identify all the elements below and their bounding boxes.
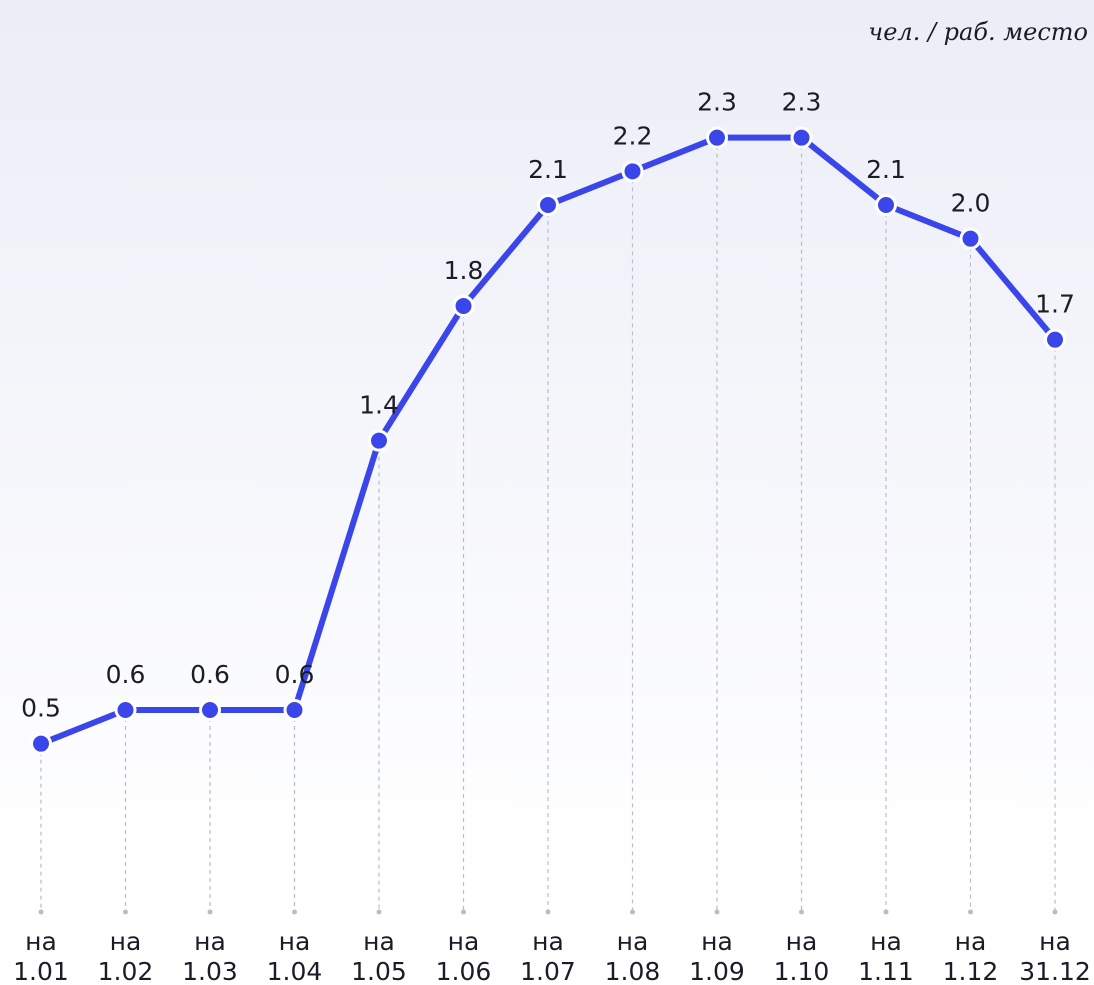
point <box>452 295 475 317</box>
point <box>537 194 559 216</box>
axis-dot <box>376 909 382 915</box>
value-label: 0.6 <box>190 660 230 689</box>
value-label: 0.6 <box>275 660 315 689</box>
x-tick-label: 1.09 <box>689 957 745 985</box>
x-tick-label: на <box>955 927 987 956</box>
x-tick-label: на <box>870 927 902 956</box>
point <box>199 699 221 721</box>
x-tick-label: на <box>617 927 649 956</box>
point <box>790 126 813 149</box>
axis-dot <box>799 909 804 915</box>
x-tick-label: 1.08 <box>605 957 661 985</box>
value-label: 0.5 <box>21 694 61 723</box>
point <box>1044 328 1066 351</box>
axis-dot <box>714 909 720 915</box>
value-label: 2.1 <box>866 155 906 184</box>
x-tick-label: 1.05 <box>351 957 407 985</box>
x-tick-label: 1.07 <box>520 957 576 985</box>
value-label: 2.3 <box>782 88 822 117</box>
x-tick-label: на <box>363 927 395 956</box>
value-label: 1.8 <box>444 256 484 285</box>
axis-dot <box>38 909 44 915</box>
point <box>621 160 644 183</box>
x-tick-label: 1.11 <box>858 957 914 985</box>
x-tick-label: на <box>786 927 818 956</box>
axis-dot <box>545 909 551 915</box>
value-label: 1.4 <box>359 391 399 420</box>
point <box>114 699 137 721</box>
axis-dot <box>292 909 297 915</box>
point <box>706 126 728 149</box>
x-tick-label: 31.12 <box>1019 957 1091 985</box>
x-tick-label: на <box>25 927 57 956</box>
axis-dot <box>123 909 128 915</box>
axis-dot <box>968 909 973 915</box>
x-tick-label: на <box>448 927 480 956</box>
x-tick-label: на <box>532 927 564 956</box>
axis-dot <box>630 909 635 915</box>
x-tick-label: 1.02 <box>98 957 154 985</box>
x-tick-label: на <box>1039 927 1071 956</box>
value-label: 2.2 <box>613 121 653 150</box>
axis-dot <box>207 909 213 915</box>
value-label: 2.3 <box>697 88 737 117</box>
value-label: 1.7 <box>1035 290 1075 319</box>
x-tick-label: на <box>279 927 311 956</box>
value-label: 2.1 <box>528 155 568 184</box>
x-tick-label: 1.06 <box>436 957 492 985</box>
x-tick-label: на <box>110 927 142 956</box>
unit-label: чел. / раб. место <box>868 18 1088 46</box>
point <box>959 227 982 250</box>
x-tick-label: на <box>701 927 733 956</box>
x-tick-label: 1.10 <box>774 957 830 985</box>
value-label: 2.0 <box>951 189 991 218</box>
axis-dot <box>883 909 889 915</box>
point <box>875 194 897 216</box>
point <box>30 732 52 755</box>
axis-dot <box>1052 909 1058 915</box>
point <box>368 429 390 452</box>
x-tick-label: 1.01 <box>13 957 69 985</box>
axis-dot <box>461 909 466 915</box>
x-tick-label: 1.12 <box>943 957 999 985</box>
value-label: 0.6 <box>106 660 146 689</box>
x-tick-label: на <box>194 927 226 956</box>
point <box>283 699 306 721</box>
x-tick-label: 1.04 <box>267 957 323 985</box>
x-tick-label: 1.03 <box>182 957 238 985</box>
